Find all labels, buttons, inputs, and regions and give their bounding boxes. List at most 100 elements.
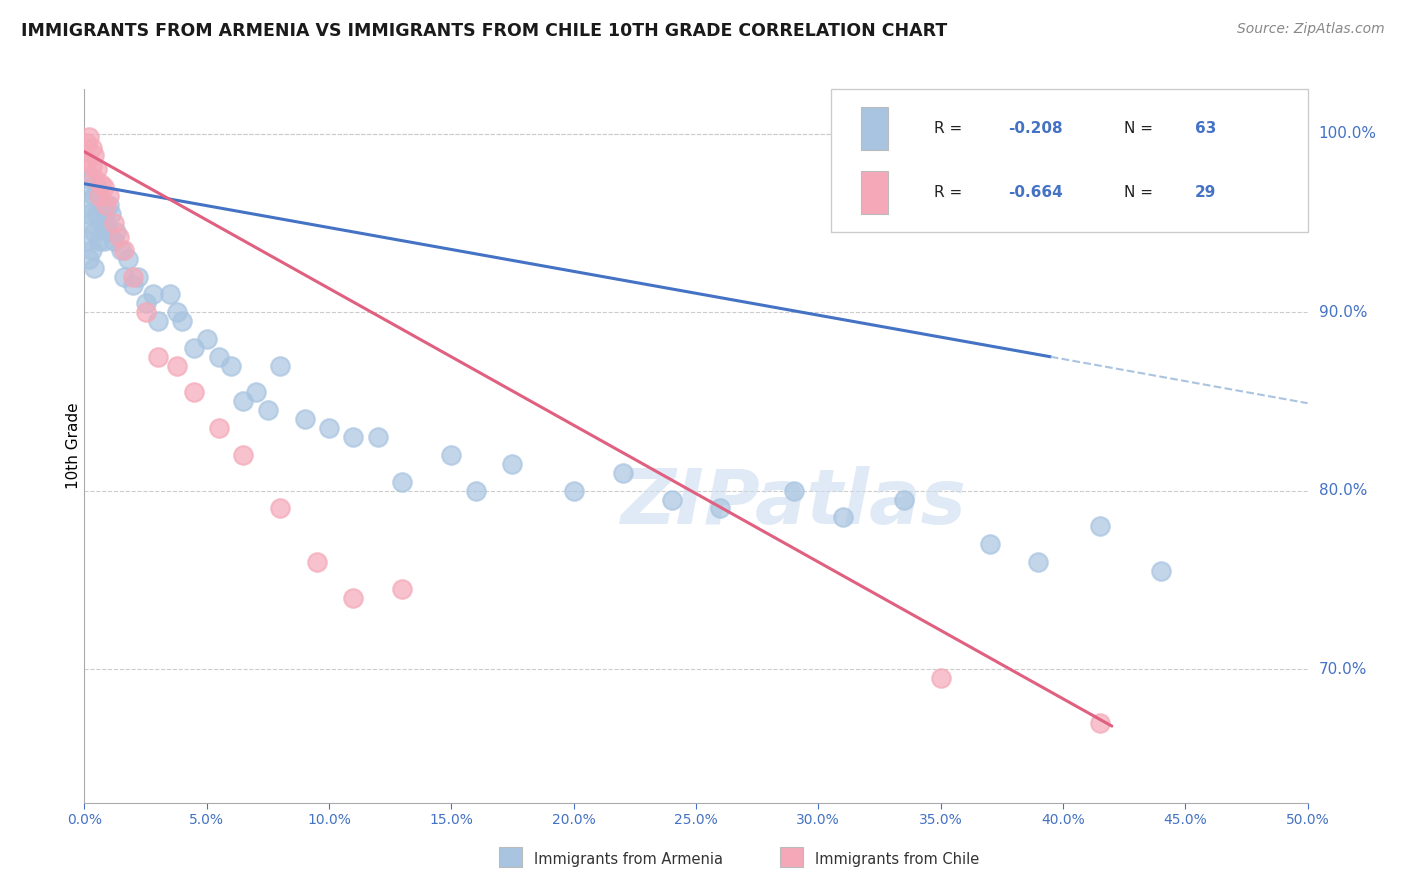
Point (97, 225, 120, 239)
Text: IMMIGRANTS FROM ARMENIA VS IMMIGRANTS FROM CHILE 10TH GRADE CORRELATION CHART: IMMIGRANTS FROM ARMENIA VS IMMIGRANTS FR… (21, 22, 948, 40)
Text: 63: 63 (1195, 121, 1216, 136)
Point (77, 130, 100, 145)
Point (103, 234, 125, 248)
FancyBboxPatch shape (831, 89, 1308, 232)
Point (93, 180, 115, 194)
Point (367, 430, 389, 444)
Text: 70.0%: 70.0% (1319, 662, 1367, 676)
Point (76, 234, 98, 248)
Point (142, 287, 165, 301)
Point (83, 260, 105, 275)
Point (146, 314, 169, 328)
Point (96, 198, 118, 212)
Point (83, 171, 105, 186)
Point (1088, 519, 1111, 533)
Point (440, 448, 463, 462)
Point (86, 162, 108, 177)
FancyBboxPatch shape (860, 171, 889, 214)
Point (612, 466, 634, 480)
Point (86, 207, 108, 221)
Point (90, 198, 112, 212)
Point (831, 510, 853, 524)
Point (112, 243, 135, 257)
Point (87, 234, 110, 248)
Point (1150, 564, 1173, 578)
Point (77, 171, 100, 186)
Point (979, 537, 1001, 551)
Point (122, 269, 145, 284)
Point (80, 216, 103, 230)
Text: N =: N = (1125, 186, 1159, 200)
Point (77, 207, 100, 221)
Point (269, 359, 291, 373)
Point (87, 189, 110, 203)
Point (76, 198, 98, 212)
Text: -0.208: -0.208 (1008, 121, 1063, 136)
Point (245, 385, 267, 400)
Point (294, 412, 316, 426)
Point (391, 475, 413, 489)
Point (172, 314, 194, 328)
Point (342, 430, 364, 444)
Text: R =: R = (935, 186, 967, 200)
Point (929, 671, 952, 685)
Point (80, 243, 103, 257)
Point (80, 159, 103, 173)
Point (1028, 555, 1050, 569)
Point (257, 403, 280, 417)
Point (232, 448, 254, 462)
Point (342, 591, 364, 605)
Point (77, 252, 100, 266)
Point (208, 350, 231, 364)
FancyBboxPatch shape (860, 107, 889, 150)
Point (562, 483, 585, 498)
Point (166, 359, 188, 373)
Point (112, 269, 135, 284)
Point (464, 483, 486, 498)
Point (122, 278, 145, 293)
Text: 29: 29 (1195, 186, 1216, 200)
Point (219, 359, 242, 373)
Text: -0.664: -0.664 (1008, 186, 1063, 200)
Text: N =: N = (1125, 121, 1159, 136)
Point (783, 483, 806, 498)
Point (183, 385, 205, 400)
Point (83, 225, 105, 239)
Point (80, 180, 103, 194)
Point (96, 216, 118, 230)
Point (305, 555, 328, 569)
Point (83, 189, 105, 203)
Point (135, 296, 157, 310)
Point (76, 136, 98, 150)
Point (100, 207, 122, 221)
Point (86, 180, 108, 194)
Point (103, 216, 125, 230)
Point (146, 350, 169, 364)
Point (93, 207, 115, 221)
Text: 100.0%: 100.0% (1319, 127, 1376, 141)
Point (97, 198, 120, 212)
Point (391, 582, 413, 596)
Point (195, 332, 218, 346)
Point (159, 287, 181, 301)
Point (661, 492, 683, 507)
Point (232, 394, 254, 409)
Point (107, 230, 129, 244)
Point (135, 305, 157, 319)
Point (269, 501, 291, 516)
Point (208, 421, 231, 435)
Point (90, 216, 112, 230)
Point (893, 492, 915, 507)
Text: Source: ZipAtlas.com: Source: ZipAtlas.com (1237, 22, 1385, 37)
Point (93, 234, 115, 248)
Point (709, 501, 731, 516)
Text: Immigrants from Chile: Immigrants from Chile (815, 852, 980, 867)
Point (76, 153, 98, 168)
Point (105, 225, 128, 239)
Point (183, 341, 205, 355)
Text: R =: R = (935, 121, 967, 136)
Point (166, 305, 188, 319)
Text: 80.0%: 80.0% (1319, 483, 1367, 498)
Point (1088, 715, 1111, 730)
Text: Immigrants from Armenia: Immigrants from Armenia (534, 852, 723, 867)
